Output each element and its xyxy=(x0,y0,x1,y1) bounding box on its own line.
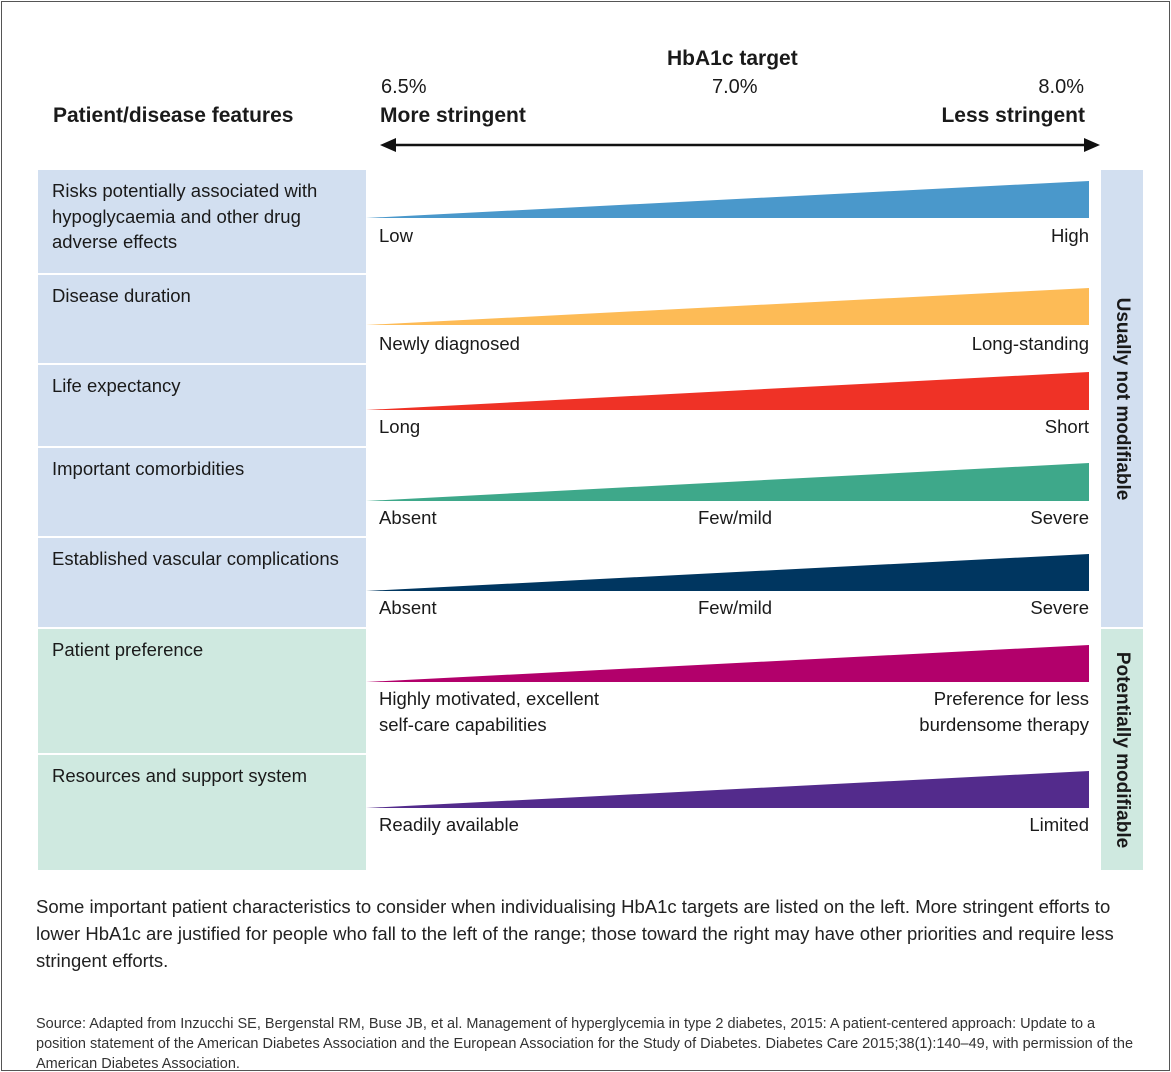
gradient-wedge xyxy=(366,645,1089,682)
feature-label: Disease duration xyxy=(52,285,191,306)
table-row: Established vascular complications Absen… xyxy=(38,538,1116,627)
stringency-double-arrow xyxy=(380,138,1100,152)
range-high-label: Severe xyxy=(1030,507,1089,528)
group-label-modifiable: Potentially modifiable xyxy=(1101,629,1143,870)
range-low-label: Readily available xyxy=(379,814,519,835)
source-citation: Source: Adapted from Inzucchi SE, Bergen… xyxy=(36,1016,1134,1072)
range-high-label: Preference for less burdensome therapy xyxy=(919,688,1089,735)
table-row: Life expectancy Long Short xyxy=(38,365,1116,446)
gradient-wedge xyxy=(366,181,1089,218)
gradient-wedge xyxy=(366,463,1089,501)
feature-label: Patient preference xyxy=(52,639,204,660)
feature-label: Important comorbidities xyxy=(52,458,245,479)
gradient-wedge xyxy=(366,554,1089,591)
gradient-lane: Long Short xyxy=(366,365,1101,446)
gradient-lane: Readily available Limited xyxy=(366,755,1101,870)
gradient-lane: Low High xyxy=(366,170,1101,273)
range-low-label: Highly motivated, excellent self-care ca… xyxy=(379,688,600,735)
gradient-wedge xyxy=(366,771,1089,808)
range-low-label: Newly diagnosed xyxy=(379,333,520,354)
range-high-label: Short xyxy=(1044,416,1089,437)
range-low-label: Absent xyxy=(379,597,437,618)
more-stringent-label: More stringent xyxy=(380,104,526,127)
range-mid-label: Few/mild xyxy=(698,597,773,618)
group-label-text: Potentially modifiable xyxy=(1112,651,1133,848)
gradient-wedge xyxy=(366,288,1089,325)
pct-7-0-label: 7.0% xyxy=(712,76,758,98)
gradient-wedge xyxy=(366,372,1089,410)
table-row: Disease duration Newly diagnosed Long-st… xyxy=(38,275,1116,363)
gradient-lane: Absent Few/mild Severe xyxy=(366,448,1101,536)
table-row: Risks potentially associated with hypogl… xyxy=(38,170,1116,273)
range-high-label: Long-standing xyxy=(971,333,1089,354)
pct-6-5-label: 6.5% xyxy=(381,76,427,98)
range-mid-label: Few/mild xyxy=(698,507,773,528)
range-low-label: Absent xyxy=(379,507,437,528)
group-label-not-modifiable: Usually not modifiable xyxy=(1101,170,1143,627)
table-row: Important comorbidities Absent Few/mild … xyxy=(38,448,1116,536)
table-row: Patient preference Highly motivated, exc… xyxy=(38,629,1116,753)
feature-label: Resources and support system xyxy=(52,765,308,786)
range-low-label: Long xyxy=(379,416,421,437)
feature-label: Established vascular complications xyxy=(52,548,339,569)
gradient-lane: Newly diagnosed Long-standing xyxy=(366,275,1101,363)
range-low-label: Low xyxy=(379,225,413,246)
range-high-label: Limited xyxy=(1029,814,1089,835)
table-row: Resources and support system Readily ava… xyxy=(38,755,1116,870)
pct-8-0-label: 8.0% xyxy=(1038,76,1084,98)
explanatory-note: Some important patient characteristics t… xyxy=(36,896,1114,971)
hba1c-target-title: HbA1c target xyxy=(667,47,798,70)
range-high-label: Severe xyxy=(1030,597,1089,618)
range-high-label: High xyxy=(1050,225,1089,246)
feature-label: Risks potentially associated with hypogl… xyxy=(52,180,318,253)
column-label: Patient/disease features xyxy=(53,104,294,127)
group-label-text: Usually not modifiable xyxy=(1112,297,1133,500)
feature-label: Life expectancy xyxy=(52,375,181,396)
gradient-lane: Highly motivated, excellent self-care ca… xyxy=(366,629,1101,753)
gradient-lane: Absent Few/mild Severe xyxy=(366,538,1101,627)
less-stringent-label: Less stringent xyxy=(941,104,1085,127)
